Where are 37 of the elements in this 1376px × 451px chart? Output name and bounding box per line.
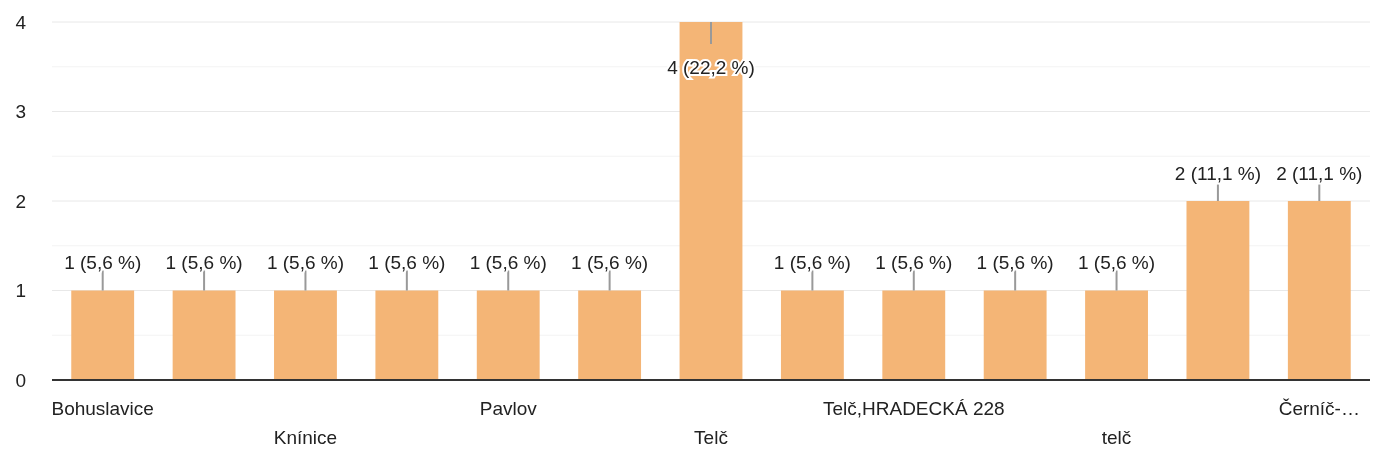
data-label: 2 (11,1 %): [1276, 162, 1363, 184]
data-label: 1 (5,6 %): [773, 252, 851, 274]
data-label: 1 (5,6 %): [368, 252, 446, 274]
x-tick-label: Knínice: [273, 427, 338, 448]
bar: [274, 290, 337, 380]
data-label: 2 (11,1 %): [1174, 162, 1262, 184]
bar: [71, 290, 135, 380]
y-tick-label: 3: [15, 101, 26, 123]
bar: [476, 290, 540, 380]
bar: [1186, 201, 1250, 380]
bar: [578, 290, 642, 380]
bar: [1287, 201, 1351, 380]
bar: [882, 290, 946, 380]
y-tick-label: 4: [15, 11, 27, 33]
y-tick-label: 0: [15, 369, 26, 391]
bar: [780, 290, 844, 380]
x-tick-label: Bohuslavice: [51, 398, 154, 419]
x-tick-label: Telč,HRADECKÁ 228: [822, 398, 1005, 419]
x-tick-label: Telč: [694, 427, 728, 448]
data-label: 1 (5,6 %): [64, 252, 142, 274]
data-label: 1 (5,6 %): [469, 252, 547, 274]
data-label: 1 (5,6 %): [976, 252, 1054, 274]
bar: [1085, 290, 1148, 380]
bar: [172, 290, 236, 380]
data-label: 1 (5,6 %): [571, 252, 649, 274]
x-tick-label: Pavlov: [479, 398, 538, 419]
bar: [375, 290, 439, 380]
x-tick-label: telč: [1101, 427, 1132, 448]
data-label: 1 (5,6 %): [1077, 252, 1156, 274]
bar: [983, 290, 1047, 380]
data-label: 1 (5,6 %): [165, 252, 243, 274]
y-tick-label: 2: [15, 190, 26, 212]
x-tick-label: Černíč-…: [1278, 398, 1360, 419]
data-label: 4 (22,2 %): [667, 56, 755, 78]
data-label: 1 (5,6 %): [875, 252, 953, 274]
y-tick-label: 1: [15, 280, 26, 302]
data-label: 1 (5,6 %): [266, 252, 345, 274]
